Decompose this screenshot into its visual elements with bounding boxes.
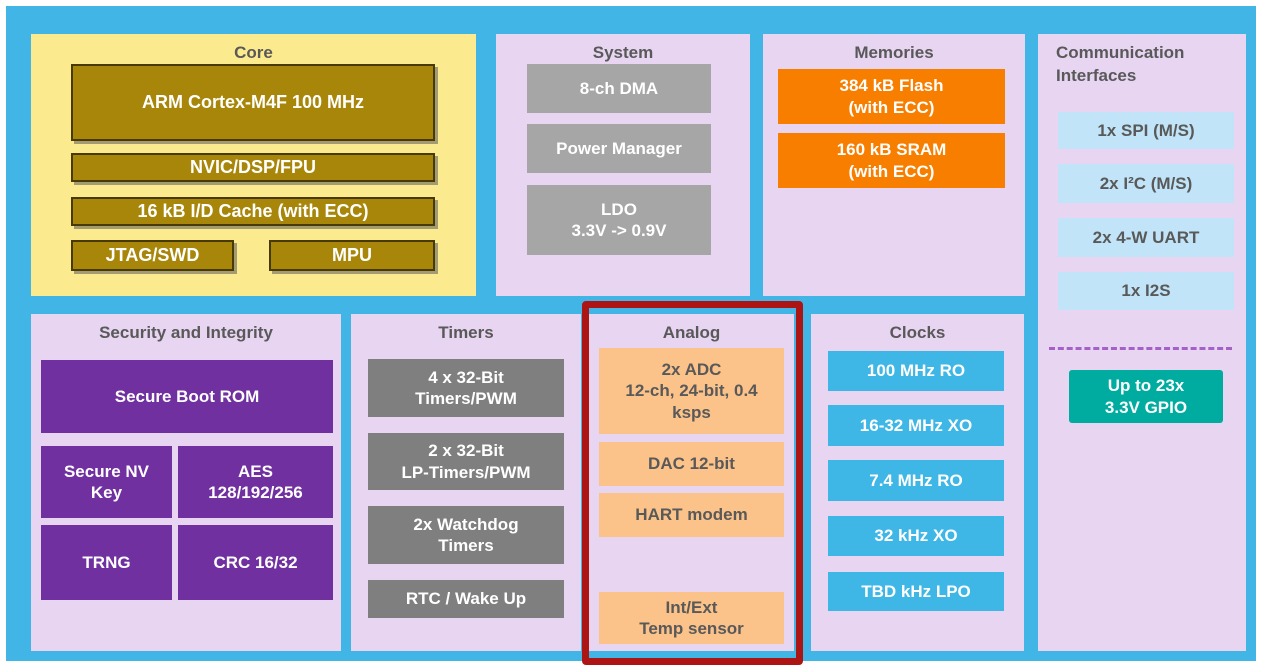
dashed-divider	[1049, 347, 1232, 350]
system-panel-title: System	[592, 43, 654, 62]
block-dma: 8-ch DMA	[527, 64, 711, 113]
clocks-panel: Clocks 100 MHz RO 16-32 MHz XO 7.4 MHz R…	[811, 314, 1024, 651]
block-7-4mhz-ro: 7.4 MHz RO	[828, 460, 1004, 501]
memories-panel-title: Memories	[854, 43, 934, 62]
block-sram: 160 kB SRAM (with ECC)	[778, 133, 1005, 188]
block-gpio: Up to 23x 3.3V GPIO	[1069, 370, 1223, 423]
block-mpu: MPU	[269, 240, 435, 271]
memories-panel: Memories 384 kB Flash (with ECC) 160 kB …	[763, 34, 1025, 296]
block-temp-sensor: Int/Ext Temp sensor	[599, 592, 784, 644]
security-panel-title: Security and Integrity	[99, 323, 273, 342]
block-100mhz-ro: 100 MHz RO	[828, 351, 1004, 391]
block-i2c: 2x I²C (M/S)	[1058, 164, 1234, 203]
analog-panel: Analog 2x ADC 12-ch, 24-bit, 0.4 ksps DA…	[589, 314, 794, 651]
block-arm-cortex-m4f: ARM Cortex-M4F 100 MHz	[71, 64, 435, 141]
timers-panel-title: Timers	[438, 323, 494, 342]
block-secure-boot-rom: Secure Boot ROM	[41, 360, 333, 433]
block-i2s: 1x I2S	[1058, 272, 1234, 310]
block-hart-modem: HART modem	[599, 493, 784, 537]
system-panel: System 8-ch DMA Power Manager LDO 3.3V -…	[496, 34, 750, 296]
security-panel: Security and Integrity Secure Boot ROM S…	[31, 314, 341, 651]
block-lp-timers-pwm: 2 x 32-Bit LP-Timers/PWM	[368, 433, 564, 490]
block-dac: DAC 12-bit	[599, 442, 784, 486]
block-jtag-swd: JTAG/SWD	[71, 240, 234, 271]
block-rtc-wakeup: RTC / Wake Up	[368, 580, 564, 618]
block-32khz-xo: 32 kHz XO	[828, 516, 1004, 556]
analog-panel-title: Analog	[662, 323, 721, 342]
block-crc: CRC 16/32	[178, 525, 333, 600]
block-id-cache: 16 kB I/D Cache (with ECC)	[71, 197, 435, 226]
block-secure-nv-key: Secure NV Key	[41, 446, 172, 518]
clocks-panel-title: Clocks	[889, 323, 946, 342]
block-ldo: LDO 3.3V -> 0.9V	[527, 185, 711, 255]
timers-panel: Timers 4 x 32-Bit Timers/PWM 2 x 32-Bit …	[351, 314, 581, 651]
block-32bit-timers-pwm: 4 x 32-Bit Timers/PWM	[368, 359, 564, 417]
block-adc: 2x ADC 12-ch, 24-bit, 0.4 ksps	[599, 348, 784, 434]
block-spi: 1x SPI (M/S)	[1058, 112, 1234, 149]
communication-interfaces-title: Communication Interfaces	[1056, 43, 1185, 85]
block-watchdog-timers: 2x Watchdog Timers	[368, 506, 564, 564]
block-flash: 384 kB Flash (with ECC)	[778, 69, 1005, 124]
core-panel-title: Core	[234, 43, 273, 62]
block-16-32mhz-xo: 16-32 MHz XO	[828, 405, 1004, 446]
core-panel: Core ARM Cortex-M4F 100 MHz NVIC/DSP/FPU…	[31, 34, 476, 296]
communication-interfaces-panel: Communication Interfaces 1x SPI (M/S) 2x…	[1038, 34, 1246, 651]
block-aes: AES 128/192/256	[178, 446, 333, 518]
block-trng: TRNG	[41, 525, 172, 600]
diagram-canvas: Core ARM Cortex-M4F 100 MHz NVIC/DSP/FPU…	[6, 6, 1256, 665]
block-nvic-dsp-fpu: NVIC/DSP/FPU	[71, 153, 435, 182]
block-tbd-khz-lpo: TBD kHz LPO	[828, 572, 1004, 611]
block-power-manager: Power Manager	[527, 124, 711, 173]
block-uart: 2x 4-W UART	[1058, 218, 1234, 257]
